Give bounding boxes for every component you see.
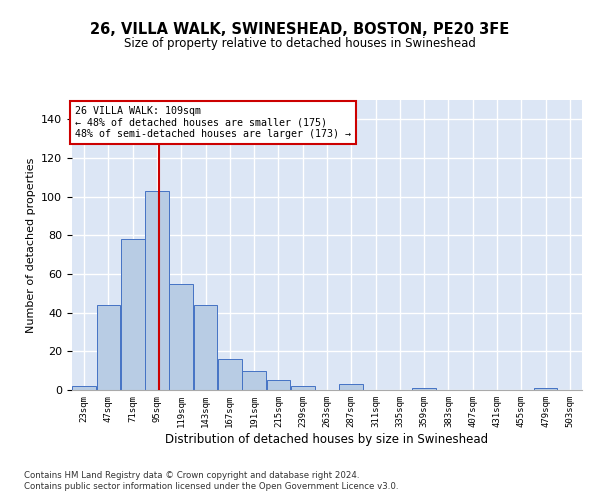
Bar — [340, 384, 363, 390]
Text: Contains public sector information licensed under the Open Government Licence v3: Contains public sector information licen… — [24, 482, 398, 491]
Text: Size of property relative to detached houses in Swineshead: Size of property relative to detached ho… — [124, 38, 476, 51]
Bar — [169, 284, 193, 390]
Bar — [72, 386, 96, 390]
Bar — [145, 191, 169, 390]
X-axis label: Distribution of detached houses by size in Swineshead: Distribution of detached houses by size … — [166, 432, 488, 446]
Y-axis label: Number of detached properties: Number of detached properties — [26, 158, 35, 332]
Bar — [266, 380, 290, 390]
Bar — [291, 386, 314, 390]
Bar — [412, 388, 436, 390]
Bar — [242, 370, 266, 390]
Text: 26 VILLA WALK: 109sqm
← 48% of detached houses are smaller (175)
48% of semi-det: 26 VILLA WALK: 109sqm ← 48% of detached … — [74, 106, 350, 139]
Bar — [194, 305, 217, 390]
Bar — [218, 359, 242, 390]
Bar — [533, 388, 557, 390]
Text: Contains HM Land Registry data © Crown copyright and database right 2024.: Contains HM Land Registry data © Crown c… — [24, 470, 359, 480]
Bar — [97, 305, 121, 390]
Text: 26, VILLA WALK, SWINESHEAD, BOSTON, PE20 3FE: 26, VILLA WALK, SWINESHEAD, BOSTON, PE20… — [91, 22, 509, 38]
Bar — [121, 239, 145, 390]
